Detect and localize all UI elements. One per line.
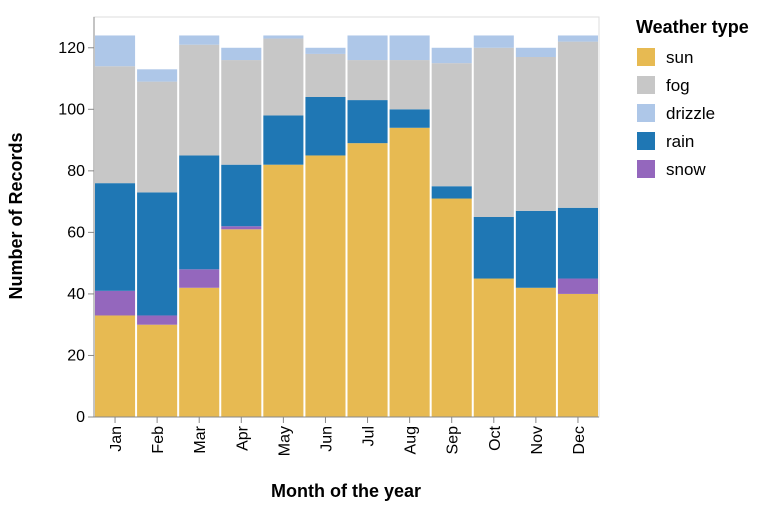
x-tick-label-jan: Jan: [108, 426, 125, 452]
y-tick-label: 80: [67, 163, 85, 180]
y-tick-label: 20: [67, 347, 85, 364]
x-tick-label-may: May: [276, 426, 293, 456]
bar-aug-sun: [389, 127, 430, 418]
bar-dec-sun: [557, 293, 598, 417]
y-tick-label: 0: [76, 409, 85, 426]
bar-oct-drizzle: [473, 35, 514, 48]
bar-apr-rain: [221, 164, 262, 227]
bar-apr-drizzle: [221, 47, 262, 61]
bar-sep-drizzle: [431, 47, 472, 64]
bar-jan-rain: [95, 183, 136, 291]
bar-jun-drizzle: [305, 47, 346, 54]
legend-swatch-fog: [637, 76, 655, 94]
bar-mar-fog: [179, 44, 220, 156]
bar-feb-fog: [137, 81, 178, 193]
legend-swatch-drizzle: [637, 104, 655, 122]
bar-feb-snow: [137, 315, 178, 325]
x-tick-label-jun: Jun: [318, 426, 335, 452]
y-tick-label: 120: [58, 40, 85, 57]
bar-apr-sun: [221, 229, 262, 417]
legend-label-drizzle: drizzle: [666, 104, 715, 123]
bar-aug-drizzle: [389, 35, 430, 61]
legend-swatch-rain: [637, 132, 655, 150]
bar-dec-rain: [557, 207, 598, 279]
y-axis-title: Number of Records: [6, 132, 26, 299]
x-tick-label-aug: Aug: [403, 426, 420, 454]
x-tick-label-oct: Oct: [487, 425, 504, 450]
bar-apr-fog: [221, 60, 262, 165]
bar-jan-snow: [95, 290, 136, 316]
bar-sep-fog: [431, 63, 472, 187]
bar-may-rain: [263, 115, 304, 165]
x-axis: Jan Feb Mar Apr May Jun Jul Aug Sep Oct Nov Dec: [94, 416, 599, 456]
bar-feb-drizzle: [137, 69, 178, 82]
plot-area: [93, 16, 600, 418]
bar-nov-fog: [515, 57, 556, 211]
x-tick-label-jul: Jul: [361, 426, 378, 446]
y-tick-label: 60: [67, 224, 85, 241]
legend: Weather type sun fog drizzle rain snow: [636, 17, 749, 179]
x-axis-title: Month of the year: [271, 481, 421, 501]
bar-sep-rain: [431, 186, 472, 199]
y-axis: 0 20 40 60 80 100 120: [58, 17, 95, 426]
legend-label-sun: sun: [666, 48, 693, 67]
bar-may-sun: [263, 164, 304, 417]
bar-dec-drizzle: [557, 35, 598, 42]
y-tick-label: 100: [58, 101, 85, 118]
x-tick-label-nov: Nov: [529, 426, 546, 454]
bar-feb-rain: [137, 192, 178, 316]
bar-oct-fog: [473, 47, 514, 217]
x-tick-label-apr: Apr: [234, 425, 251, 451]
bar-jul-sun: [347, 143, 388, 417]
bar-dec-fog: [557, 41, 598, 208]
x-tick-label-dec: Dec: [571, 426, 588, 454]
bar-mar-snow: [179, 269, 220, 288]
bar-oct-rain: [473, 217, 514, 279]
bar-jun-rain: [305, 97, 346, 156]
x-tick-label-feb: Feb: [150, 426, 167, 454]
legend-label-snow: snow: [666, 160, 706, 179]
bar-jan-drizzle: [95, 35, 136, 67]
bar-may-drizzle: [263, 35, 304, 39]
legend-swatch-sun: [637, 48, 655, 66]
bar-mar-drizzle: [179, 35, 220, 45]
bar-jan-fog: [95, 66, 136, 184]
bar-aug-rain: [389, 109, 430, 128]
bar-dec-snow: [557, 278, 598, 294]
x-tick-label-mar: Mar: [192, 425, 209, 453]
bar-jul-fog: [347, 60, 388, 101]
bar-apr-snow: [221, 226, 262, 230]
bar-aug-fog: [389, 60, 430, 110]
bar-mar-sun: [179, 287, 220, 417]
bar-sep-sun: [431, 198, 472, 417]
legend-title: Weather type: [636, 17, 749, 37]
bar-nov-sun: [515, 287, 556, 417]
bar-nov-rain: [515, 210, 556, 288]
bar-jun-fog: [305, 53, 346, 97]
bar-feb-sun: [137, 324, 178, 417]
bar-nov-drizzle: [515, 47, 556, 57]
bar-jul-drizzle: [347, 35, 388, 61]
x-tick-label-sep: Sep: [445, 426, 462, 455]
bar-mar-rain: [179, 155, 220, 270]
bar-jun-sun: [305, 155, 346, 417]
legend-swatch-snow: [637, 160, 655, 178]
legend-label-rain: rain: [666, 132, 694, 151]
legend-label-fog: fog: [666, 76, 690, 95]
bar-jul-rain: [347, 100, 388, 144]
bar-oct-sun: [473, 278, 514, 417]
y-tick-label: 40: [67, 286, 85, 303]
bar-jan-sun: [95, 315, 136, 417]
bar-may-fog: [263, 38, 304, 116]
